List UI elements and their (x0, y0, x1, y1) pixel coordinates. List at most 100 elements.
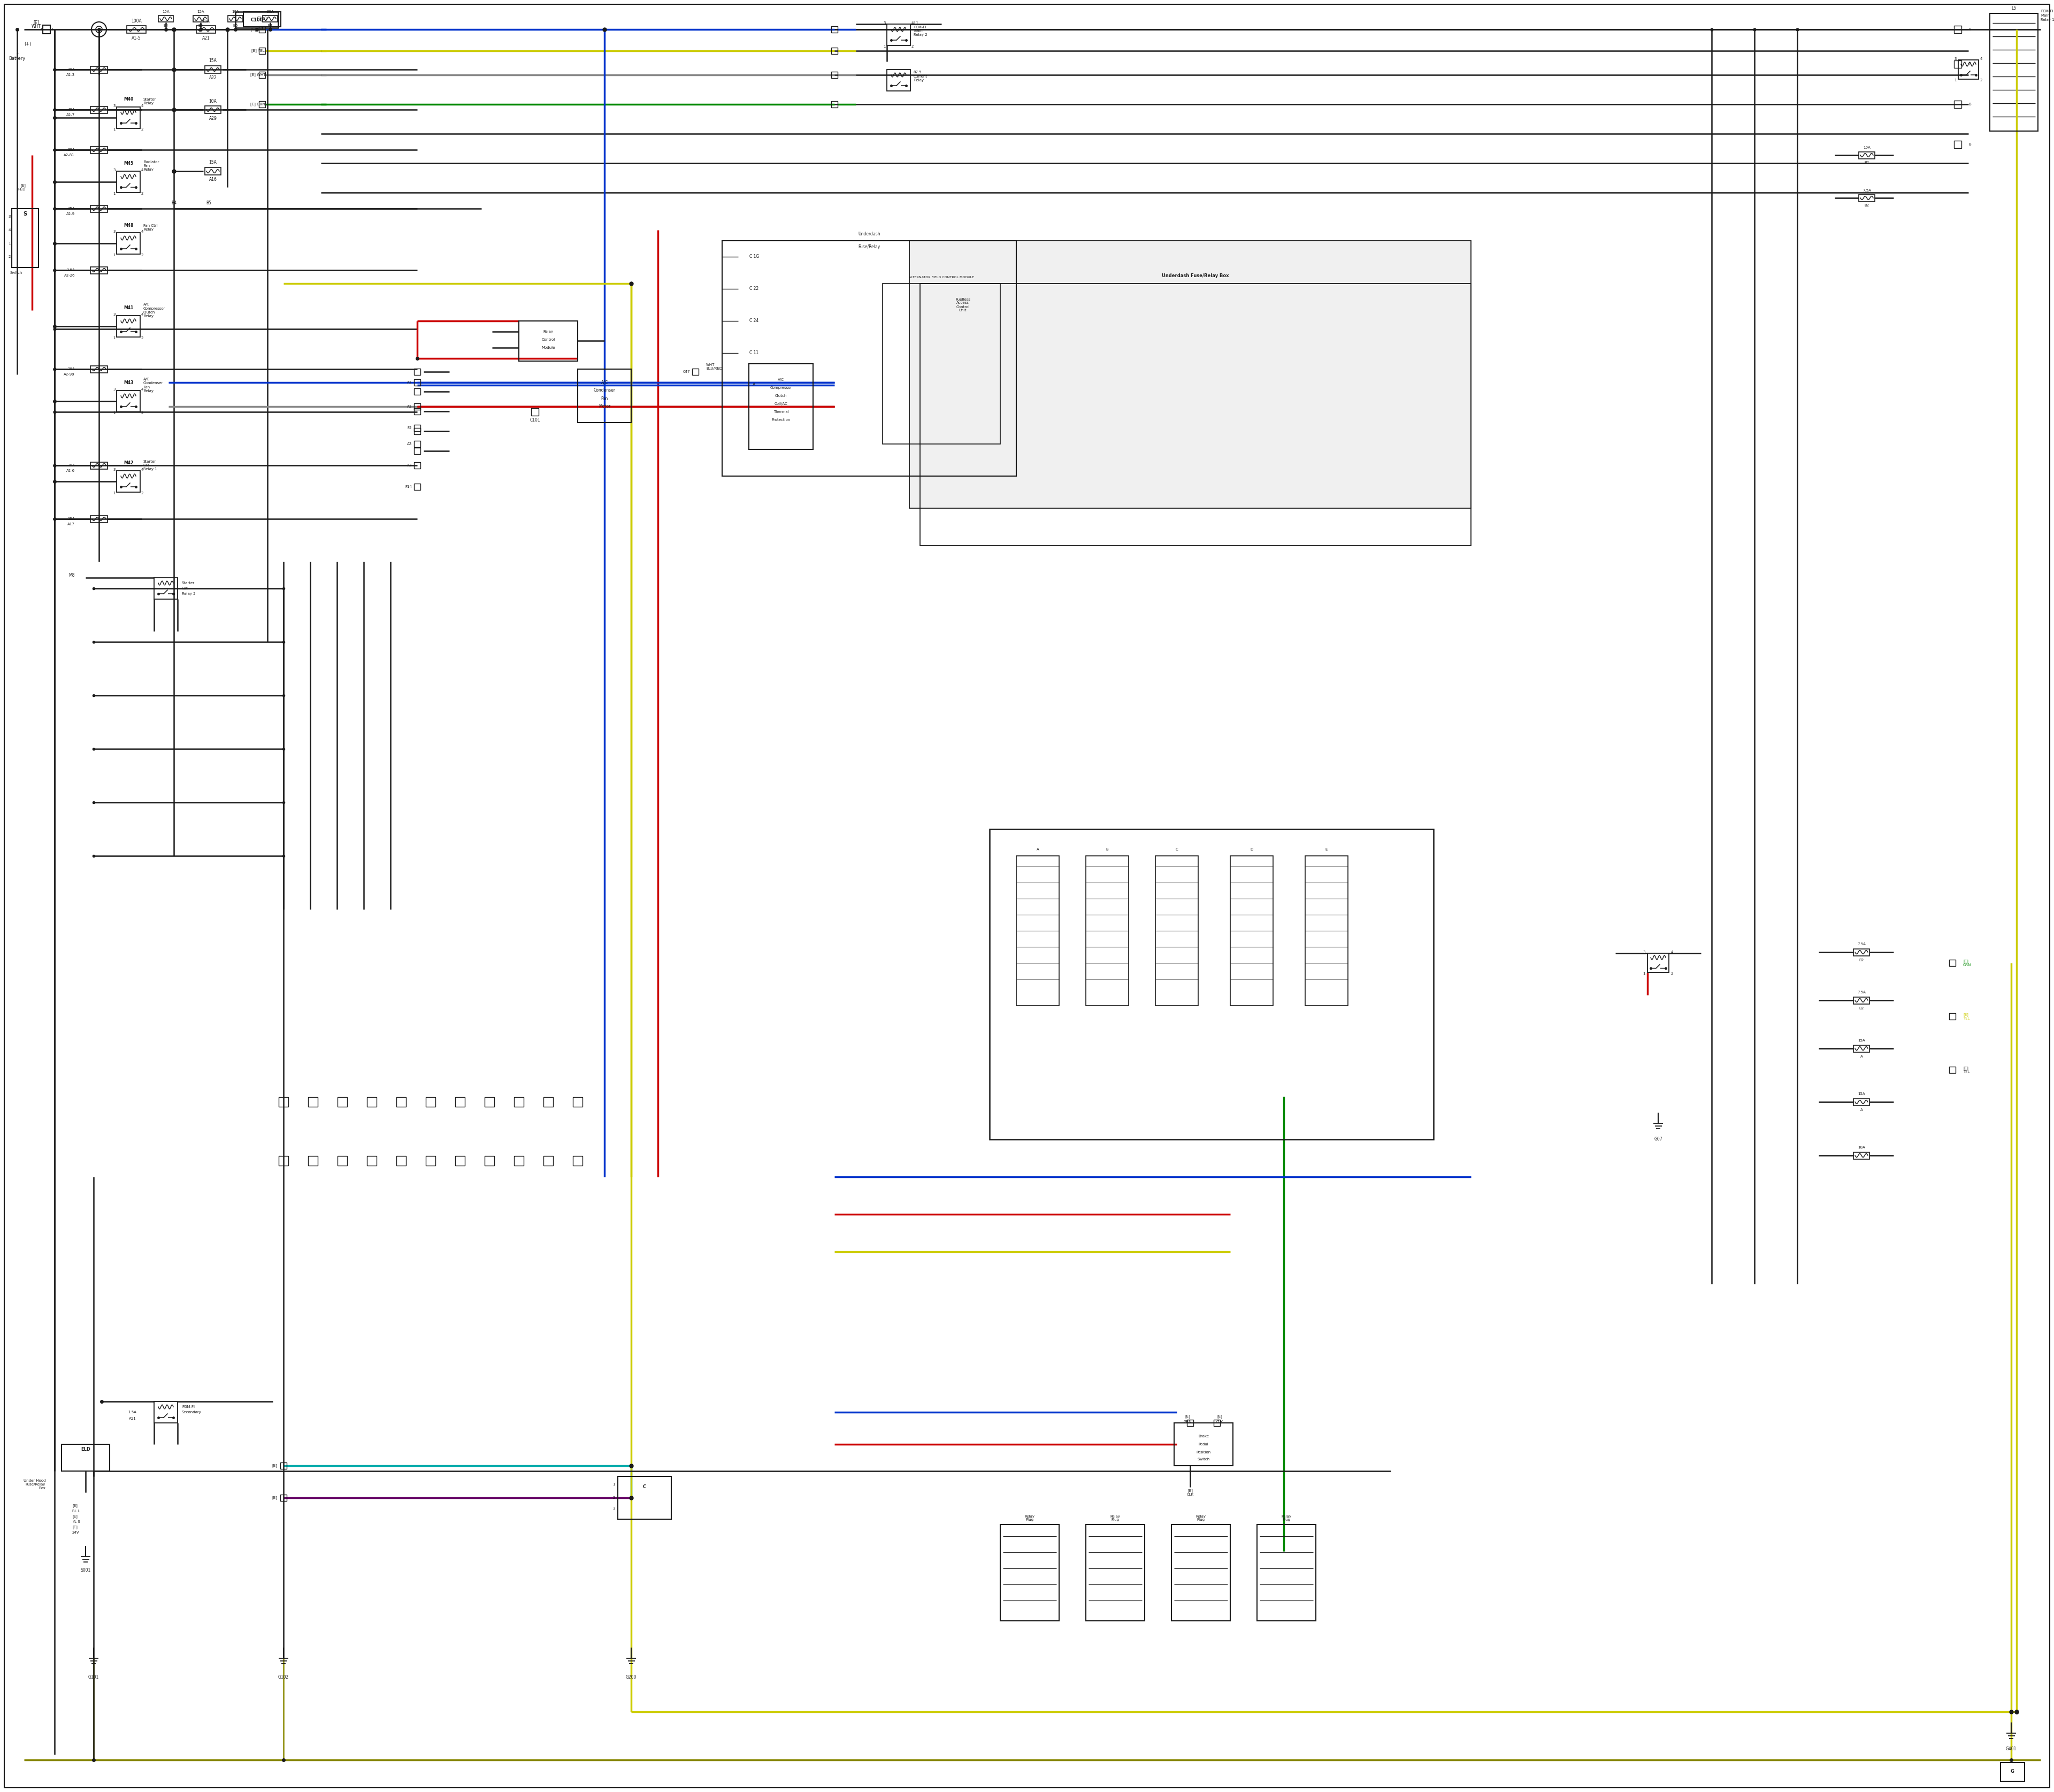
Bar (279, 1495, 288, 1502)
Text: 4: 4 (142, 468, 144, 471)
Bar (279, 1462, 288, 1469)
Bar (396, 1097, 407, 1107)
Text: 1: 1 (113, 412, 115, 414)
Text: 4: 4 (1672, 950, 1674, 953)
Text: E: E (1325, 848, 1327, 851)
Text: 1: 1 (1643, 971, 1645, 975)
Text: PGM-FI: PGM-FI (183, 1405, 195, 1409)
Text: Relay: Relay (542, 330, 553, 333)
Bar (920, 283, 1471, 545)
Bar (1175, 1423, 1232, 1466)
Text: B4: B4 (164, 23, 168, 27)
Text: B7: B7 (267, 23, 273, 27)
Bar (1853, 996, 1869, 1004)
Text: [E] GRN: [E] GRN (251, 102, 265, 106)
Text: M45: M45 (123, 161, 134, 167)
Text: 1: 1 (883, 45, 885, 48)
Text: 100A: 100A (131, 18, 142, 23)
Text: [E] WHT: [E] WHT (251, 73, 265, 77)
Text: 7.5A: 7.5A (1863, 188, 1871, 192)
Text: Relay
Plug: Relay Plug (1282, 1514, 1292, 1521)
Bar (205, 66, 222, 73)
Text: 3: 3 (113, 468, 115, 471)
Text: 1: 1 (51, 29, 53, 30)
Text: 2.5A: 2.5A (66, 269, 74, 272)
Text: A2-81: A2-81 (64, 154, 74, 156)
Bar (1647, 953, 1668, 973)
Text: A2-3: A2-3 (66, 73, 74, 77)
Bar (205, 167, 222, 176)
Text: 15A: 15A (1857, 1039, 1865, 1041)
Bar (259, 27, 265, 32)
Text: 1.5A: 1.5A (127, 1410, 136, 1414)
Text: 2: 2 (142, 412, 144, 414)
Text: A2-9: A2-9 (66, 213, 74, 215)
Text: 7.5A: 7.5A (1857, 991, 1865, 995)
Text: A11: A11 (129, 1417, 136, 1421)
Text: ELD: ELD (80, 1448, 90, 1452)
Text: A1-5: A1-5 (131, 36, 142, 41)
Text: YL S: YL S (72, 1520, 80, 1523)
Text: A22: A22 (210, 75, 218, 81)
Bar (1853, 948, 1869, 955)
Bar (415, 425, 421, 432)
Bar (1859, 195, 1875, 201)
Bar (990, 830, 1434, 1140)
Text: 3: 3 (1643, 950, 1645, 953)
Text: A: A (1861, 1109, 1863, 1111)
Text: 15A: 15A (68, 208, 74, 210)
Bar (723, 240, 1017, 477)
Bar (117, 315, 140, 337)
Bar (1087, 857, 1128, 1005)
Text: A/C: A/C (778, 378, 785, 382)
Bar (90, 106, 107, 113)
Bar (368, 1097, 376, 1107)
Bar (205, 106, 222, 113)
Text: 4: 4 (142, 387, 144, 391)
Text: Under Hood
Fuse/Relay
Box: Under Hood Fuse/Relay Box (23, 1478, 45, 1489)
Text: G401: G401 (2007, 1747, 2017, 1751)
Text: 2: 2 (1672, 971, 1674, 975)
Text: 1: 1 (113, 337, 115, 340)
Text: A: A (754, 383, 756, 387)
Text: Radiator
Fan
Relay: Radiator Fan Relay (144, 161, 158, 172)
Bar (337, 1156, 347, 1165)
Text: 10A: 10A (1863, 145, 1871, 149)
Text: PCM-FI: PCM-FI (2040, 9, 2054, 13)
Text: 3: 3 (113, 168, 115, 172)
Text: GRN: GRN (1183, 1421, 1191, 1423)
Bar (832, 27, 838, 32)
Bar (90, 267, 107, 274)
Text: 20A: 20A (267, 11, 273, 13)
Bar (90, 204, 107, 211)
Text: 30A: 30A (68, 464, 74, 468)
Bar (415, 428, 421, 434)
Text: 3: 3 (612, 1507, 614, 1511)
Text: 2: 2 (142, 253, 144, 256)
Bar (750, 364, 813, 450)
Text: C: C (643, 1486, 647, 1489)
Text: 87.5: 87.5 (914, 70, 922, 73)
Text: Brake: Brake (1197, 1435, 1210, 1437)
Text: 1: 1 (113, 253, 115, 256)
Bar (117, 471, 140, 493)
Text: Fuelless
Access
Control
Unit: Fuelless Access Control Unit (955, 297, 969, 312)
Text: S: S (23, 211, 27, 217)
Text: A1: A1 (407, 382, 413, 383)
Text: BL L: BL L (72, 1509, 80, 1512)
Text: 2: 2 (1980, 79, 1982, 82)
Text: 3: 3 (8, 215, 10, 219)
Bar (368, 1156, 376, 1165)
Text: Relay 2: Relay 2 (183, 591, 195, 595)
Text: B5: B5 (197, 23, 203, 27)
Text: Main: Main (914, 29, 922, 32)
Text: 2: 2 (142, 192, 144, 195)
Text: 15A: 15A (210, 159, 218, 165)
Bar (573, 1097, 583, 1107)
Text: 3: 3 (113, 387, 115, 391)
Bar (1953, 25, 1962, 34)
Text: Fan: Fan (602, 396, 608, 401)
Bar (1853, 1098, 1869, 1106)
Text: D: D (1251, 848, 1253, 851)
Text: B: B (1968, 63, 1972, 66)
